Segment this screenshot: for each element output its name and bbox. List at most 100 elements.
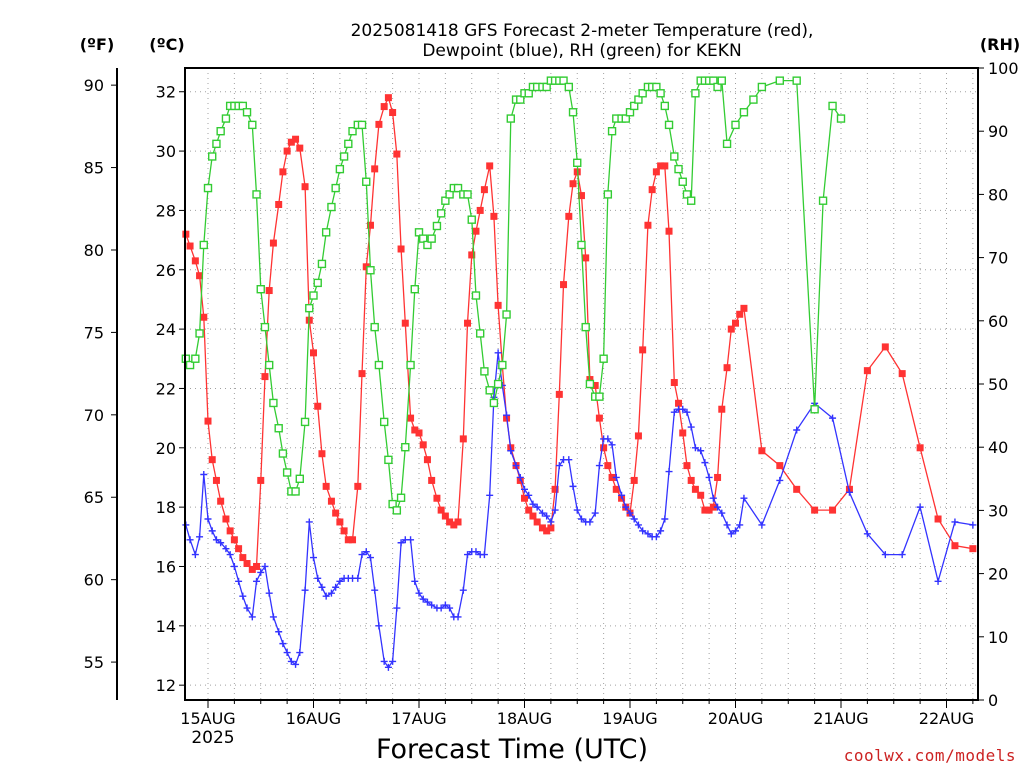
dewpoint-point — [525, 491, 533, 499]
dewpoint-point — [389, 657, 397, 665]
rh-point — [191, 354, 200, 363]
dewpoint-point — [375, 622, 383, 630]
rh-point — [516, 95, 525, 104]
rh-point — [836, 114, 846, 123]
temperature-point — [314, 402, 322, 410]
rh-tick-label: 0 — [988, 691, 998, 710]
dewpoint-point — [652, 533, 660, 541]
dewpoint-point — [863, 530, 871, 538]
rh-point — [502, 310, 511, 319]
x-axis-title: Forecast Time (UTC) — [376, 734, 648, 765]
dewpoint-point — [898, 551, 906, 559]
rh-point — [256, 285, 265, 294]
rh-point — [664, 120, 674, 130]
dewpoint-point — [248, 613, 256, 621]
fahrenheit-tick-label: 65 — [84, 488, 104, 507]
dewpoint-point — [845, 488, 853, 496]
rh-point — [717, 76, 726, 85]
temperature-point — [318, 450, 326, 458]
dewpoint-point — [318, 583, 326, 591]
temperature-point — [301, 183, 309, 191]
dewpoint-point — [407, 536, 415, 544]
rh-tick-label: 100 — [988, 59, 1019, 78]
fahrenheit-tick-label: 80 — [84, 241, 104, 260]
dewpoint-point — [776, 476, 784, 484]
dewpoint-point — [634, 521, 642, 529]
dewpoint-point — [239, 592, 247, 600]
rh-point — [577, 240, 586, 250]
chart-title-line2: Dewpoint (blue), RH (green) for KEKN — [422, 41, 741, 61]
temperature-point — [257, 476, 265, 484]
rh-point — [212, 139, 221, 149]
rh-point — [388, 499, 397, 509]
dewpoint-point — [714, 503, 722, 511]
temperature-point — [555, 390, 563, 398]
temperature-point — [428, 476, 436, 484]
rh-tick-label: 30 — [988, 501, 1008, 520]
dewpoint-point — [701, 459, 709, 467]
temperature-point — [208, 456, 216, 464]
dewpoint-point — [547, 518, 555, 526]
temperature-point — [340, 527, 348, 535]
dewpoint-point — [709, 494, 717, 502]
rh-point — [621, 114, 630, 123]
temperature-point — [652, 168, 660, 176]
dewpoint-point — [639, 527, 647, 535]
rh-point — [436, 209, 446, 218]
rh-point — [348, 126, 357, 136]
celsius-tick-label: 32 — [156, 83, 176, 102]
temperature-point — [310, 349, 317, 357]
dewpoint-point — [283, 649, 291, 657]
dewpoint-point — [740, 494, 748, 502]
rh-tick-label: 60 — [988, 312, 1008, 331]
fahrenheit-tick-label: 70 — [84, 406, 104, 425]
rh-point — [682, 190, 692, 199]
dewpoint-point — [679, 405, 687, 413]
dewpoint-point — [454, 613, 462, 621]
temperature-point — [375, 120, 383, 128]
dewpoint-point — [243, 604, 251, 612]
rh-point — [471, 291, 481, 300]
dewpoint-point — [486, 491, 494, 499]
temperature-point — [419, 441, 427, 449]
celsius-tick-label: 12 — [156, 676, 176, 695]
rh-point — [260, 322, 270, 332]
rh-point — [818, 196, 828, 205]
dewpoint-point — [428, 601, 436, 609]
dewpoint-point — [257, 568, 265, 576]
rh-point — [427, 234, 436, 243]
x-tick-label: 20AUG — [708, 709, 763, 728]
dewpoint-point — [573, 506, 581, 514]
dewpoint-point — [437, 604, 445, 612]
dewpoint-point — [275, 628, 283, 636]
rh-point — [313, 278, 322, 288]
temperature-point — [898, 370, 906, 378]
dewpoint-point — [736, 521, 744, 529]
temperature-point — [279, 168, 287, 176]
rh-point — [709, 76, 718, 85]
rh-point — [463, 190, 472, 199]
dewpoint-point — [269, 613, 277, 621]
dewpoint-point — [683, 408, 691, 416]
watermark-text: coolwx.com/models — [844, 746, 1016, 765]
rh-point — [542, 82, 551, 92]
dewpoint-point — [322, 592, 330, 600]
temperature-point — [275, 200, 283, 208]
temperature-point — [793, 485, 801, 493]
celsius-tick-label: 16 — [156, 557, 176, 576]
dewpoint-point — [196, 533, 204, 541]
celsius-tick-label: 20 — [156, 439, 176, 458]
rh-point — [678, 177, 687, 186]
rh-point — [524, 89, 533, 98]
dewpoint-point — [305, 518, 313, 526]
temperature-point — [969, 545, 977, 553]
dewpoint-point — [494, 349, 502, 357]
dewpoint-point — [419, 595, 427, 603]
temperature-point — [732, 319, 739, 327]
dewpoint-point — [464, 551, 472, 559]
rh-point — [274, 424, 283, 433]
dewpoint-point — [415, 589, 423, 597]
dewpoint-point — [327, 589, 335, 597]
rh-point — [489, 398, 499, 408]
